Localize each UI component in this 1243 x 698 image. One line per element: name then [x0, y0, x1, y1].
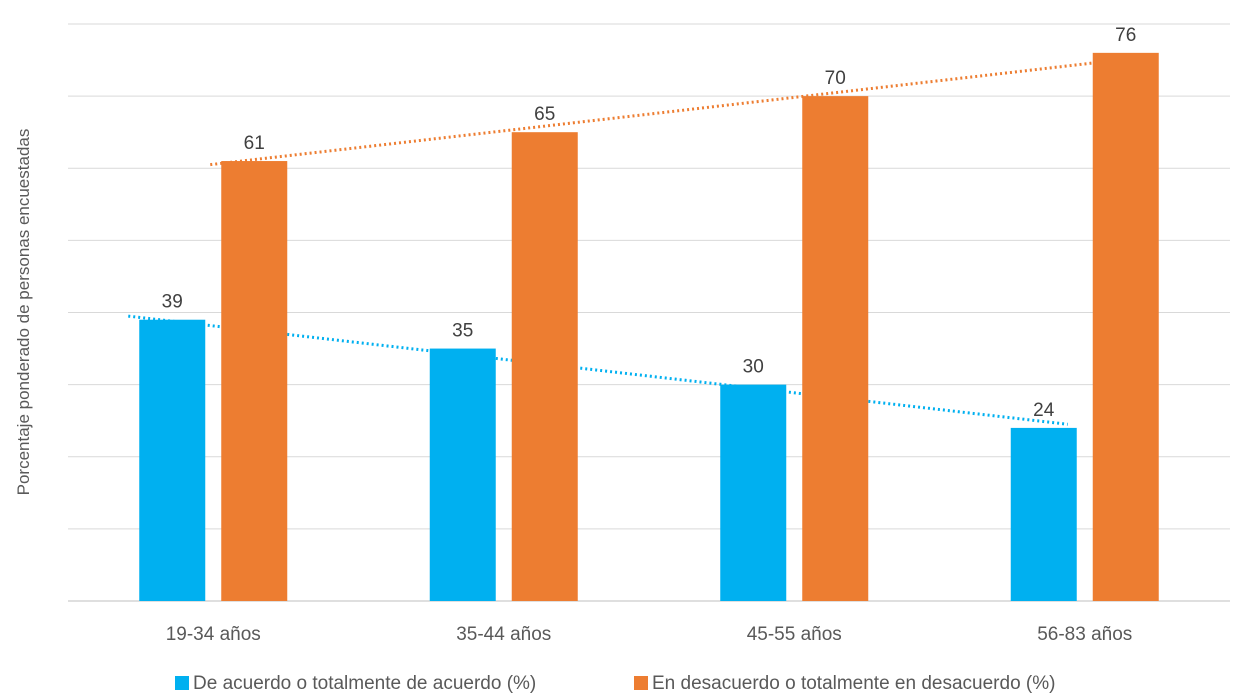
legend-swatch: [175, 676, 189, 690]
data-label: 39: [162, 292, 183, 313]
x-tick-label: 35-44 años: [456, 624, 551, 645]
data-label: 24: [1033, 400, 1055, 421]
data-labels: 39 35 30 24 61 65 70 76: [162, 25, 1137, 421]
data-label: 35: [452, 321, 473, 342]
legend-label: De acuerdo o totalmente de acuerdo (%): [193, 673, 536, 694]
bar-series-1: [429, 348, 496, 601]
trendline-series-2: [210, 54, 1150, 167]
bar-series-2: [802, 96, 869, 601]
x-tick-label: 19-34 años: [166, 624, 261, 645]
y-axis-label: Porcentaje ponderado de personas encuest…: [14, 129, 33, 496]
x-tick-label: 45-55 años: [747, 624, 842, 645]
bar-series-2: [511, 132, 578, 601]
x-axis-ticks: 19-34 años 35-44 años 45-55 años 56-83 años: [166, 624, 1133, 645]
bar-series-1: [139, 319, 206, 601]
legend: De acuerdo o totalmente de acuerdo (%) En…: [175, 673, 1055, 694]
bar-series-1: [1010, 427, 1077, 601]
bar-series-1: [720, 384, 787, 601]
data-label: 65: [534, 104, 555, 125]
legend-label: En desacuerdo o totalmente en desacuerdo…: [652, 673, 1055, 694]
x-tick-label: 56-83 años: [1037, 624, 1132, 645]
data-label: 76: [1115, 25, 1136, 46]
data-label: 30: [743, 357, 764, 378]
data-label: 61: [244, 133, 265, 154]
bars: [139, 52, 1159, 602]
bar-series-2: [1092, 52, 1159, 602]
bar-series-2: [221, 161, 288, 601]
data-label: 70: [825, 68, 846, 89]
legend-swatch: [634, 676, 648, 690]
